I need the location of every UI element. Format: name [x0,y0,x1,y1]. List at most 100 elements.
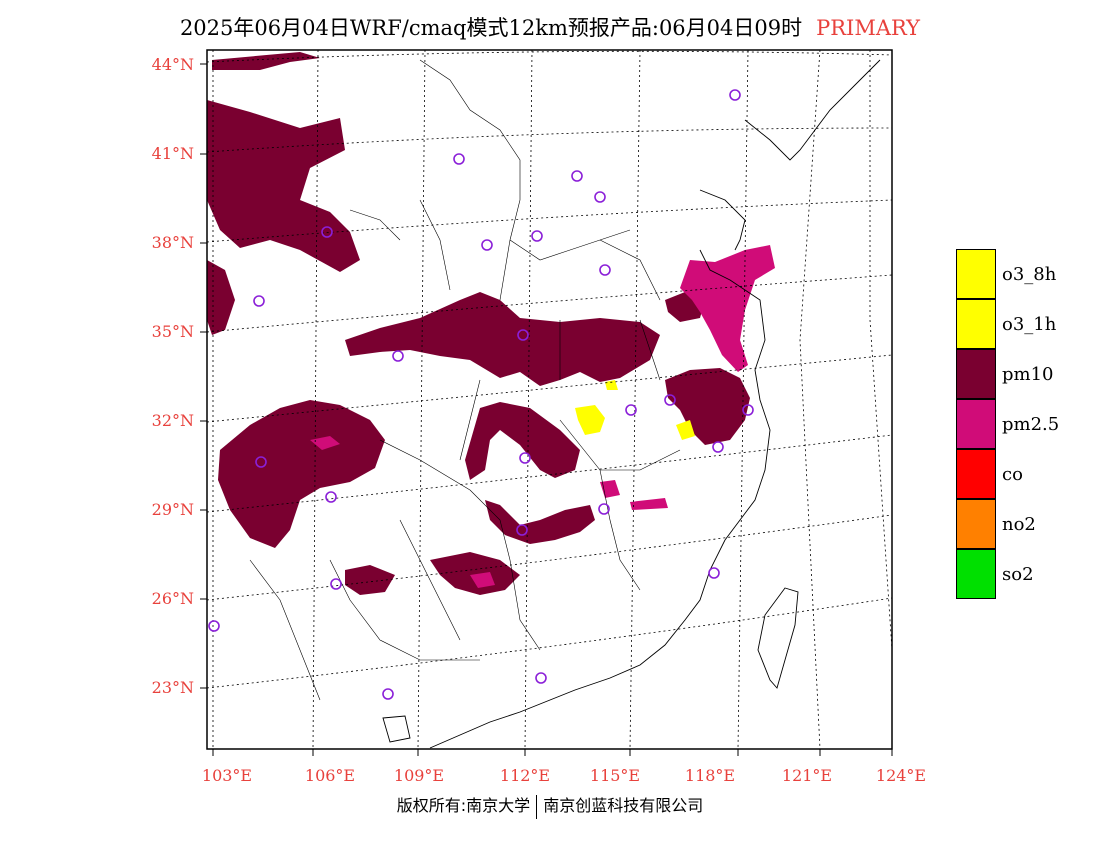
lon-label: 109°E [393,766,445,785]
city-marker [382,688,394,700]
copyright-right: 南京创蓝科技有限公司 [543,796,704,815]
legend-swatch [956,399,996,449]
pm10-region-sichuan [218,400,385,548]
graticule [207,50,892,749]
lat-label: 29°N [151,500,194,519]
city-marker [664,394,676,406]
legend-label: o3_1h [1002,313,1057,335]
city-marker [516,524,528,536]
lat-label: 23°N [151,678,194,697]
legend-swatch [956,499,996,549]
city-marker [519,452,531,464]
city-marker [392,350,404,362]
lat-label: 32°N [151,411,194,430]
o3-region-east [676,420,695,440]
legend-label: no2 [1002,513,1036,535]
o3-region-layer [575,380,695,440]
internal-boundaries [249,59,681,701]
taiwan-outline [757,587,799,689]
legend-item-o3-1h: o3_1h [956,299,1059,349]
legend-swatch [956,249,996,299]
legend-item-so2: so2 [956,549,1059,599]
legend-swatch [956,449,996,499]
city-marker [535,672,547,684]
pm10-region-hubei [465,402,580,480]
pm10-region-anhui [665,368,750,445]
city-markers [208,89,754,700]
city-marker [325,491,337,503]
footer-divider [536,794,538,819]
legend-swatch [956,299,996,349]
city-marker [599,264,611,276]
lon-label: 106°E [304,766,356,785]
legend-label: co [1002,463,1023,485]
pm10-region-northwest [207,100,360,272]
city-marker [453,153,465,165]
pm25-region-central [310,436,340,450]
coastline-east [429,59,881,749]
lon-label: 112°E [499,766,551,785]
city-marker [517,329,529,341]
city-marker [255,456,267,468]
o3-region-central [575,405,605,435]
legend-swatch [956,549,996,599]
lon-label: 115°E [589,766,641,785]
legend-label: pm10 [1002,363,1054,385]
map-frame [206,49,893,750]
legend-item-pm10: pm10 [956,349,1059,399]
pm10-region-jiangxi-band [485,500,595,544]
axis-ticks [200,63,893,756]
map-title-main: 2025年06月04日WRF/cmaq模式12km预报产品:06月04日09时 [179,16,803,40]
city-marker [708,567,720,579]
legend-label: so2 [1002,563,1034,585]
pm25-region-fujian [630,498,668,510]
legend-item-no2: no2 [956,499,1059,549]
pm10-region-central-band [345,292,660,386]
city-marker [571,170,583,182]
hainan-outline [382,715,411,743]
lon-label: 121°E [781,766,833,785]
pm25-region-south-cluster [470,572,495,588]
city-marker [253,295,265,307]
pm10-region-north-strip [212,52,320,70]
city-marker [531,230,543,242]
legend-label: pm2.5 [1002,413,1060,435]
city-marker [729,89,741,101]
city-marker [594,191,606,203]
map-title-tag: PRIMARY [816,16,921,40]
lat-label: 35°N [151,322,194,341]
o3-region-north [605,380,618,390]
coastline-boundaries [249,59,881,749]
pm10-region-west-strip [207,260,235,335]
city-marker [330,578,342,590]
city-marker [481,239,493,251]
city-marker [321,226,333,238]
lat-label: 44°N [151,55,194,74]
copyright-left: 版权所有:南京大学 [396,796,531,815]
lat-label: 38°N [151,233,194,252]
legend-label: o3_8h [1002,263,1057,285]
lon-label: 103°E [201,766,253,785]
map-background [207,50,892,749]
city-marker [712,441,724,453]
pm10-region-guangxi-patch [345,565,395,595]
city-marker [598,503,610,515]
pm10-region-layer [207,52,750,595]
legend-item-pm25: pm2.5 [956,399,1059,449]
copyright-footer: 版权所有:南京大学 南京创蓝科技有限公司 [0,792,1100,819]
pm10-region-south-patch [430,552,520,595]
city-marker [742,404,754,416]
lon-label: 124°E [875,766,927,785]
pm25-region-shandong-coast [680,245,775,372]
lat-label: 41°N [151,144,194,163]
lat-label: 26°N [151,589,194,608]
map-title: 2025年06月04日WRF/cmaq模式12km预报产品:06月04日09时 P… [0,12,1100,42]
legend-item-co: co [956,449,1059,499]
city-marker [208,620,220,632]
pollutant-legend: o3_8h o3_1h pm10 pm2.5 co no2 so2 [956,249,1059,599]
city-marker [625,404,637,416]
lon-label: 118°E [684,766,736,785]
legend-item-o3-8h: o3_8h [956,249,1059,299]
legend-swatch [956,349,996,399]
